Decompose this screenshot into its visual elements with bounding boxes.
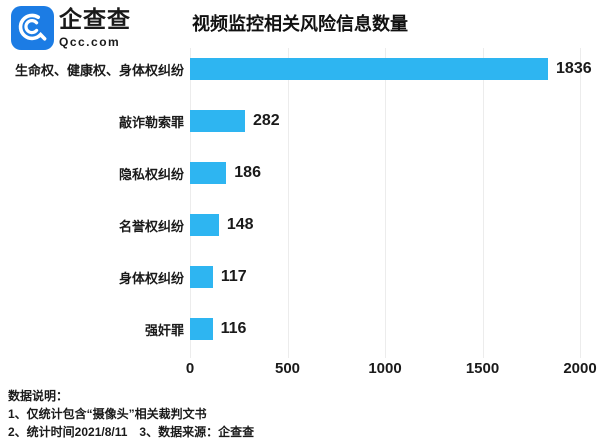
- bar-category-label: 隐私权纠纷: [118, 166, 184, 182]
- x-tick: 1000: [368, 360, 402, 377]
- chart-title: 视频监控相关风险信息数量: [192, 14, 408, 34]
- bar-category-label: 敲诈勒索罪: [118, 114, 184, 130]
- bar-value: 186: [234, 164, 261, 181]
- bar-category-label: 名誉权纠纷: [118, 218, 184, 234]
- qcc-logo: 企查查 Qcc.com: [11, 6, 131, 50]
- bar: [190, 110, 245, 132]
- plot-gridlines: [190, 48, 581, 358]
- logo-name-en: Qcc.com: [59, 35, 121, 49]
- bar-area: 117: [190, 266, 580, 288]
- data-notes: 数据说明： 1、仅统计包含“摄像头”相关裁判文书 2、统计时间2021/8/11…: [8, 387, 254, 441]
- bar: [190, 318, 213, 340]
- bar-area: 116: [190, 318, 580, 340]
- bar: [190, 58, 549, 80]
- gridline-0: [190, 48, 191, 358]
- bar-category-label: 强奸罪: [144, 322, 184, 338]
- gridline-500: [287, 48, 289, 358]
- bar-category-label: 生命权、健康权、身体权纠纷: [14, 62, 184, 78]
- logo-name-cn: 企查查: [59, 6, 131, 32]
- bar-value: 1836: [556, 60, 592, 77]
- x-tick: 500: [274, 360, 301, 377]
- qcc-logo-text: 企查查 Qcc.com: [59, 6, 131, 49]
- bar-value: 282: [252, 112, 280, 129]
- bar-value: 148: [226, 216, 254, 233]
- bar-value: 116: [220, 320, 247, 337]
- notes-line-2: 2、统计时间2021/8/11 3、数据来源：企查查: [8, 425, 255, 439]
- bar: [190, 214, 219, 236]
- x-axis: 0 500 1000 1500 2000: [186, 360, 597, 378]
- bar: [190, 162, 227, 184]
- x-tick: 1500: [465, 360, 500, 377]
- x-tick: 0: [185, 360, 195, 377]
- notes-heading: 数据说明：: [8, 389, 69, 403]
- bar-value: 117: [220, 268, 247, 285]
- bar-category-label: 身体权纠纷: [118, 270, 184, 286]
- bar-row: 敲诈勒索罪 282: [0, 95, 600, 147]
- x-tick: 2000: [563, 360, 597, 377]
- gridline-1000: [385, 48, 386, 358]
- bar-row: 隐私权纠纷 186: [0, 147, 600, 199]
- bar-row: 强奸罪 116: [0, 303, 600, 355]
- bar-row: 生命权、健康权、身体权纠纷 1836: [0, 43, 600, 95]
- bar-row: 身体权纠纷 117: [0, 251, 600, 303]
- gridline-1500: [482, 48, 484, 358]
- bar-rows: 生命权、健康权、身体权纠纷 1836 敲诈勒索罪 282 隐私权纠纷 186 名…: [0, 43, 600, 355]
- bar-area: 186: [190, 162, 580, 184]
- bar: [190, 266, 213, 288]
- gridline-2000: [580, 48, 581, 358]
- qcc-logo-icon: [11, 6, 54, 50]
- bar-area: 282: [190, 110, 580, 132]
- bar-row: 名誉权纠纷 148: [0, 199, 600, 251]
- notes-line-1: 1、仅统计包含“摄像头”相关裁判文书: [8, 407, 207, 421]
- bar-area: 148: [190, 214, 580, 236]
- bar-area: 1836: [190, 58, 592, 80]
